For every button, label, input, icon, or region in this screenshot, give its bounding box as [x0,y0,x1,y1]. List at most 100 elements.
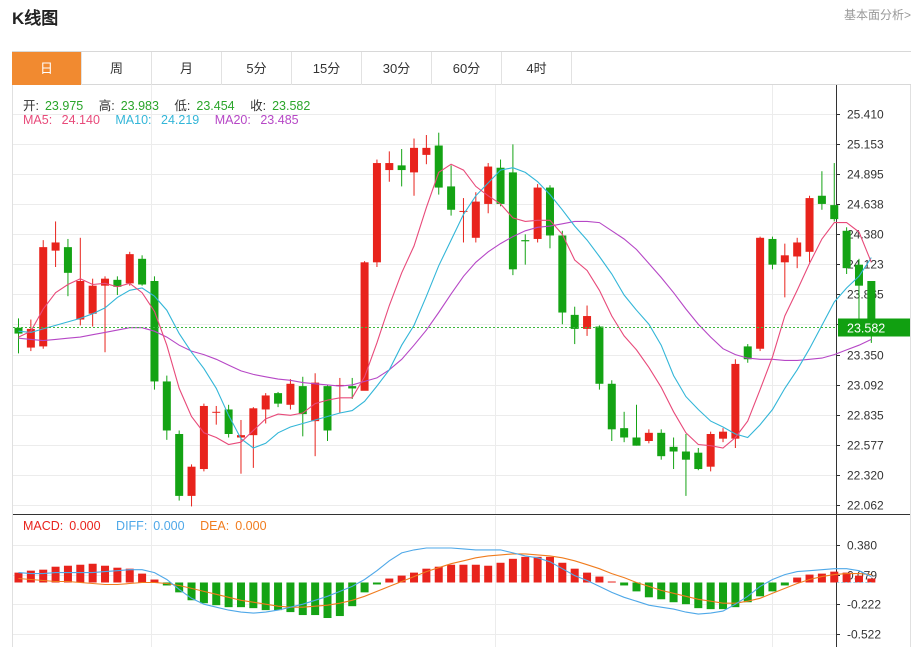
candle-body [830,205,839,220]
candlestick [274,391,283,408]
tab-5min[interactable]: 5分 [222,52,292,85]
high-value: 23.983 [120,99,159,113]
candlestick [657,429,666,460]
candle-body [286,383,295,405]
candlestick [854,258,863,324]
price-axis-label: 22.320 [847,469,884,483]
macd-bar [447,564,456,583]
diff-legend-value: DIFF: 0.000 [116,519,185,533]
macd-bar [620,582,629,586]
price-axis-label: 22.062 [847,499,884,513]
candle-body [484,166,493,204]
macd-bar [410,572,419,583]
candle-body [212,411,221,413]
price-axis-label: 24.638 [847,198,884,212]
candlestick [410,138,419,196]
macd-bar [311,582,320,616]
candle-body [101,278,110,286]
candle-body [694,452,703,470]
tab-week[interactable]: 周 [82,52,152,85]
candle-body [447,186,456,210]
macd-axis-label: -0.522 [847,628,881,642]
candlestick [224,404,233,438]
ma20-legend: MA20: 23.485 [214,113,299,127]
candlestick [583,305,592,336]
candle-body [459,210,468,212]
candle-body [706,433,715,467]
candlestick [422,135,431,165]
price-axis-label: 23.865 [847,288,884,302]
candle-body [854,264,863,286]
macd-bar [348,582,357,607]
candlestick [706,431,715,472]
candle-body [63,247,72,273]
candle-body [199,405,208,470]
candlestick [817,171,826,210]
candle-body [471,201,480,238]
macd-bar [249,582,258,609]
macd-bar [521,556,530,583]
candlestick [842,227,851,274]
last-price-badge [838,318,910,337]
macd-bar [286,582,295,613]
macd-bar [63,565,72,583]
macd-bar [719,582,728,610]
ma-legend: MA5: 24.140 MA10: 24.219 MA20: 23.485 [23,113,311,127]
candlestick [199,403,208,472]
macd-bar [533,556,542,583]
candle-body [261,395,270,410]
macd-bar [743,582,752,603]
candle-body [113,279,122,287]
candle-body [335,384,344,387]
price-axis-label: 22.577 [847,439,884,453]
candle-body [14,327,23,334]
diff-line [18,547,872,615]
tab-day[interactable]: 日 [12,52,82,85]
candle-body [731,363,740,439]
candlestick [63,238,72,297]
candlestick [51,221,60,267]
candlestick [311,373,320,457]
macd-bar [385,578,394,583]
tab-30min[interactable]: 30分 [362,52,432,85]
candle-body [422,147,431,155]
price-axis-label: 24.123 [847,258,884,272]
tab-month[interactable]: 月 [152,52,222,85]
candlestick [397,149,406,187]
macd-bar [854,575,863,583]
macd-bar [261,582,270,611]
tab-15min[interactable]: 15分 [292,52,362,85]
candle-body [274,393,283,404]
candlestick [385,151,394,182]
candle-body [372,163,381,263]
macd-bar [224,582,233,608]
candlestick [644,429,653,444]
candlestick [39,240,48,349]
macd-bar [14,572,23,583]
macd-bar [236,582,245,608]
macd-bar [484,565,493,583]
macd-bar [731,582,740,608]
candle-body [793,242,802,257]
candle-body [583,316,592,329]
kline-chart[interactable]: 25.410 25.153 24.895 24.638 24.380 24.123 23.8… [13,85,910,647]
tab-4hour[interactable]: 4时 [502,52,572,85]
period-tabs: 日 周 月 5分 15分 30分 60分 4时 [12,51,911,85]
macd-bar [669,582,678,603]
macd-bar [335,582,344,617]
macd-bar [422,568,431,583]
tab-60min[interactable]: 60分 [432,52,502,85]
candle-body [224,409,233,434]
macd-bar [360,582,369,593]
macd-bar [842,572,851,583]
candlestick [607,380,616,442]
candle-body [360,262,369,391]
macd-bar [830,571,839,583]
macd-bar [817,573,826,583]
fundamental-analysis-link[interactable]: 基本面分析> [843,8,911,22]
kline-chart-panel[interactable]: 25.410 25.153 24.895 24.638 24.380 24.123 23.8… [12,85,911,647]
candlestick [447,165,456,216]
price-axis-label: 25.410 [847,108,884,122]
macd-bar [150,579,159,583]
candlestick [236,419,245,474]
